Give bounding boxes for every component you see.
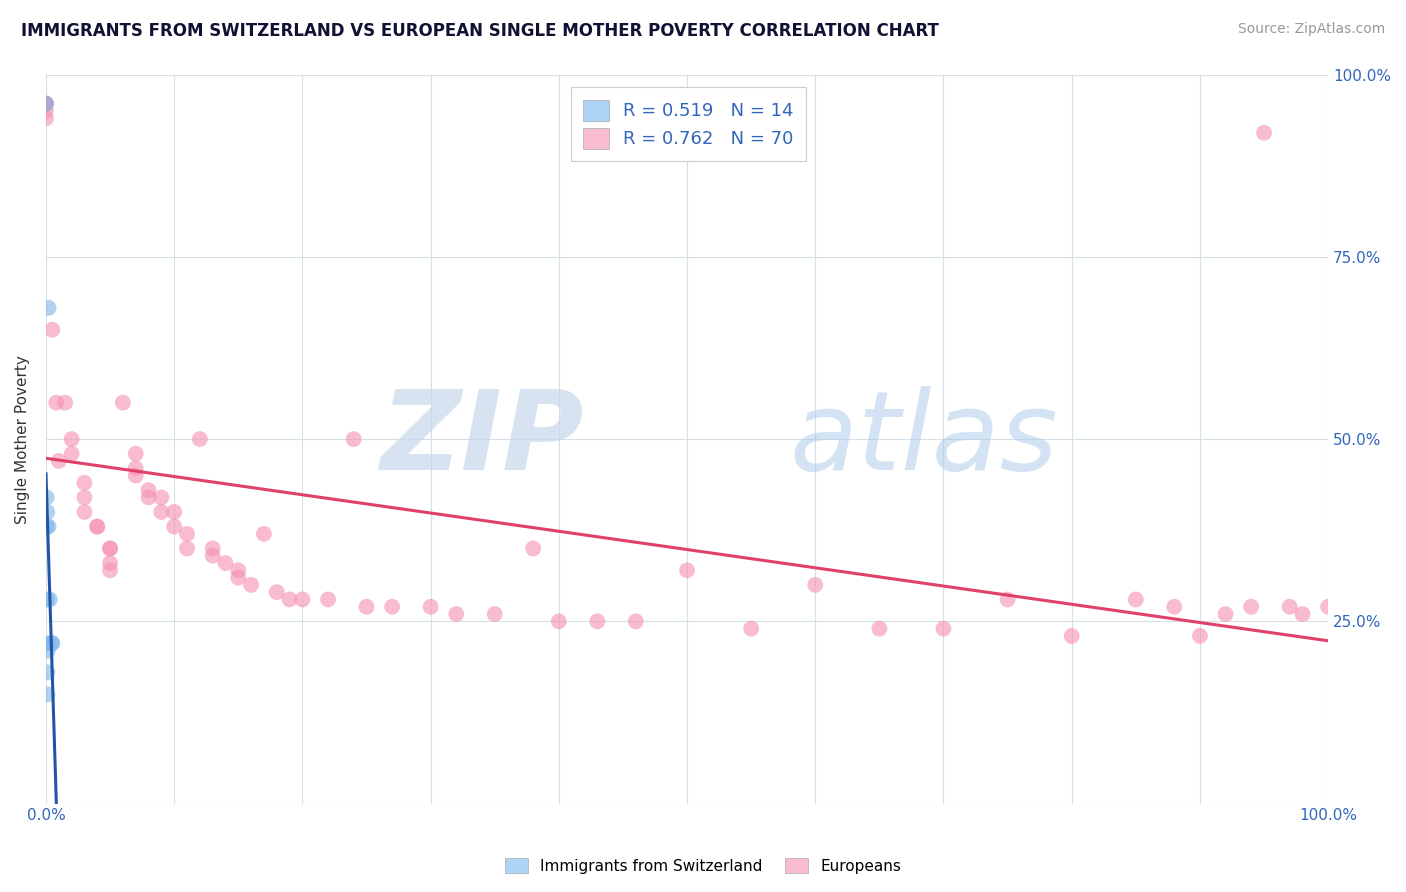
Point — [48, 454, 70, 468]
Point — [41, 636, 63, 650]
Point — [35, 96, 58, 111]
Point — [1125, 592, 1147, 607]
Point — [125, 447, 148, 461]
Legend: R = 0.519   N = 14, R = 0.762   N = 70: R = 0.519 N = 14, R = 0.762 N = 70 — [571, 87, 806, 161]
Point — [37, 636, 59, 650]
Point — [125, 468, 148, 483]
Point — [35, 491, 58, 505]
Point — [214, 556, 236, 570]
Point — [98, 541, 121, 556]
Point — [45, 395, 67, 409]
Point — [163, 505, 186, 519]
Point — [138, 491, 160, 505]
Point — [624, 615, 647, 629]
Point — [150, 491, 173, 505]
Point — [163, 519, 186, 533]
Point — [547, 615, 569, 629]
Point — [997, 592, 1019, 607]
Y-axis label: Single Mother Poverty: Single Mother Poverty — [15, 355, 30, 524]
Point — [266, 585, 288, 599]
Point — [188, 432, 211, 446]
Point — [226, 563, 249, 577]
Point — [73, 475, 96, 490]
Point — [176, 541, 198, 556]
Point — [176, 526, 198, 541]
Point — [111, 395, 134, 409]
Text: Source: ZipAtlas.com: Source: ZipAtlas.com — [1237, 22, 1385, 37]
Point — [60, 432, 83, 446]
Point — [37, 687, 59, 701]
Point — [86, 519, 108, 533]
Point — [35, 592, 58, 607]
Point — [38, 301, 60, 315]
Point — [586, 615, 609, 629]
Point — [1291, 607, 1313, 621]
Point — [60, 447, 83, 461]
Text: IMMIGRANTS FROM SWITZERLAND VS EUROPEAN SINGLE MOTHER POVERTY CORRELATION CHART: IMMIGRANTS FROM SWITZERLAND VS EUROPEAN … — [21, 22, 939, 40]
Point — [1317, 599, 1340, 614]
Point — [38, 519, 60, 533]
Point — [419, 599, 441, 614]
Point — [73, 505, 96, 519]
Point — [37, 643, 59, 657]
Point — [1278, 599, 1301, 614]
Point — [522, 541, 544, 556]
Point — [98, 563, 121, 577]
Point — [35, 112, 58, 126]
Point — [35, 96, 58, 111]
Point — [1163, 599, 1185, 614]
Point — [53, 395, 76, 409]
Point — [1215, 607, 1237, 621]
Point — [150, 505, 173, 519]
Point — [35, 519, 58, 533]
Point — [1240, 599, 1263, 614]
Point — [240, 578, 263, 592]
Point — [291, 592, 314, 607]
Point — [932, 622, 955, 636]
Point — [38, 592, 60, 607]
Point — [316, 592, 339, 607]
Point — [98, 541, 121, 556]
Point — [1253, 126, 1275, 140]
Point — [201, 541, 224, 556]
Text: atlas: atlas — [790, 385, 1059, 492]
Point — [37, 505, 59, 519]
Point — [226, 571, 249, 585]
Point — [35, 103, 58, 118]
Text: ZIP: ZIP — [381, 385, 585, 492]
Point — [201, 549, 224, 563]
Point — [868, 622, 890, 636]
Point — [343, 432, 366, 446]
Point — [125, 461, 148, 475]
Point — [356, 599, 378, 614]
Point — [98, 556, 121, 570]
Point — [446, 607, 468, 621]
Point — [41, 636, 63, 650]
Point — [278, 592, 301, 607]
Point — [804, 578, 827, 592]
Point — [37, 665, 59, 680]
Point — [138, 483, 160, 497]
Point — [676, 563, 699, 577]
Point — [1060, 629, 1083, 643]
Point — [1188, 629, 1211, 643]
Legend: Immigrants from Switzerland, Europeans: Immigrants from Switzerland, Europeans — [499, 852, 907, 880]
Point — [41, 323, 63, 337]
Point — [381, 599, 404, 614]
Point — [35, 96, 58, 111]
Point — [484, 607, 506, 621]
Point — [73, 491, 96, 505]
Point — [86, 519, 108, 533]
Point — [35, 96, 58, 111]
Point — [740, 622, 762, 636]
Point — [253, 526, 276, 541]
